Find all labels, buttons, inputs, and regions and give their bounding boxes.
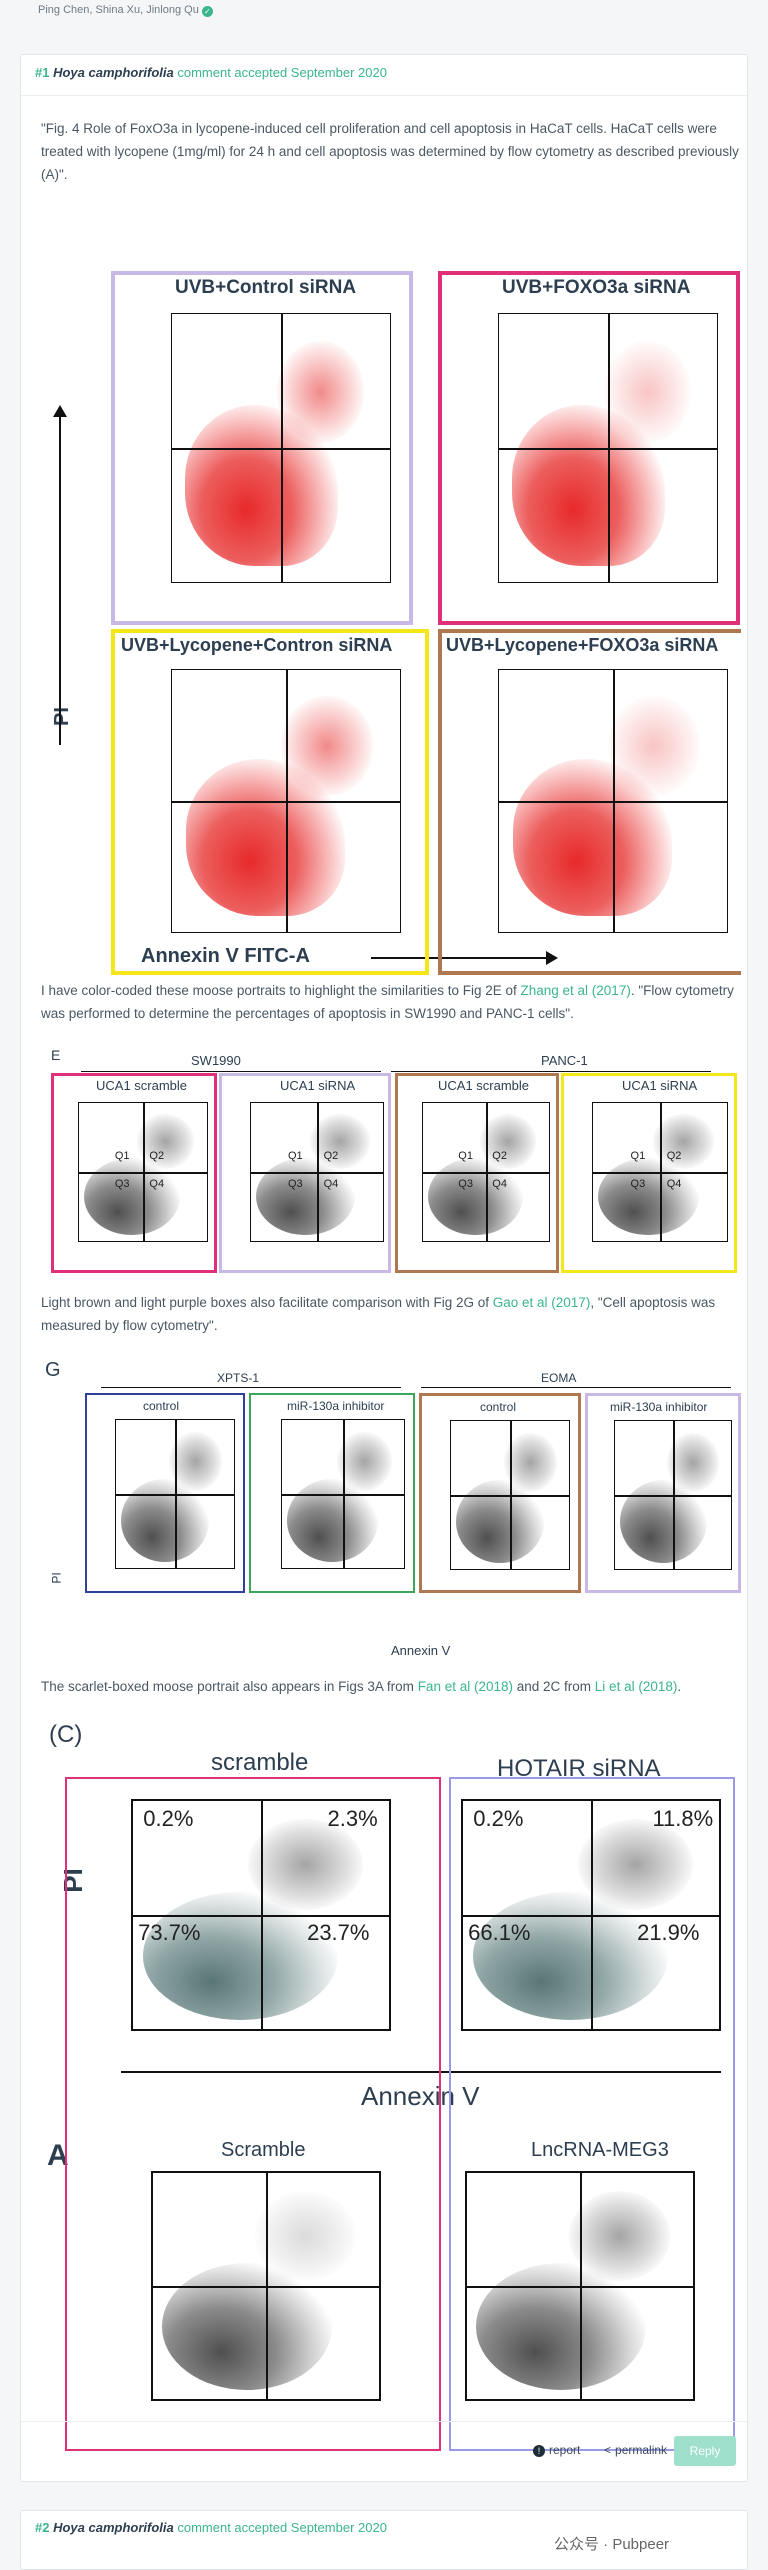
panel-box-green: miR-130a inhibitor (249, 1393, 415, 1593)
panel-title: scramble (211, 1749, 308, 1777)
share-icon: < (604, 2443, 611, 2457)
scatter-plot (498, 669, 728, 933)
divider (21, 95, 747, 96)
panel-box-lightpurple (449, 1777, 735, 2451)
scatter-plot: Q1 Q2 Q3 Q4 (78, 1102, 208, 1242)
panel-box-brown: UCA1 scramble Q1 Q2 Q3 Q4 (395, 1073, 559, 1273)
report-link[interactable]: ! report (533, 2443, 580, 2457)
group-line (421, 1387, 731, 1388)
panel-box-brown: UVB+Lycopene+FOXO3a siRNA (438, 629, 741, 975)
link-fan[interactable]: Fan et al (2018) (418, 1679, 513, 1694)
scatter-plot (281, 1419, 405, 1569)
panel-box-purple: UVB+Control siRNA (111, 271, 413, 625)
comment-meta[interactable]: comment accepted September 2020 (177, 65, 387, 80)
panel-title: control (143, 1399, 179, 1413)
authors-line: Ping Chen, Shina Xu, Jinlong Qu ✓ (38, 4, 213, 17)
comment-card: #1 Hoya camphorifolia comment accepted S… (20, 54, 748, 2482)
fig3-ylabel: PI (50, 1572, 64, 1583)
group-label: PANC-1 (541, 1053, 588, 1068)
group-line (81, 1071, 381, 1072)
panel-box-purple: miR-130a inhibitor (585, 1393, 741, 1593)
group-label: XPTS-1 (217, 1371, 259, 1385)
paragraph-quote-fig4: "Fig. 4 Role of FoxO3a in lycopene-induc… (41, 117, 741, 186)
scatter-plot (614, 1420, 732, 1570)
fig1-ylabel: PI (51, 707, 74, 726)
scatter-plot: Q1 Q2 Q3 Q4 (422, 1102, 550, 1242)
paragraph-zhang: I have color-coded these moose portraits… (41, 979, 741, 1025)
paragraph-fan-li: The scarlet-boxed moose portrait also ap… (41, 1675, 741, 1698)
group-line (391, 1071, 711, 1072)
fig1-y-arrow (59, 415, 61, 745)
panel-box-magenta: UVB+FOXO3a siRNA (438, 271, 740, 625)
scatter-plot: Q1 Q2 Q3 Q4 (592, 1102, 728, 1242)
scatter-plot: Q1 Q2 Q3 Q4 (250, 1102, 384, 1242)
authors: Ping Chen, Shina Xu, Jinlong Qu (38, 4, 199, 16)
fig3-letter: G (45, 1359, 61, 1382)
figure-lycopene-flow: PI Annexin V FITC-A UVB+Control siRNA UV… (41, 205, 741, 977)
comment-user[interactable]: Hoya camphorifolia (53, 2520, 174, 2535)
panel-title: UCA1 siRNA (280, 1078, 355, 1093)
verified-icon: ✓ (202, 6, 213, 17)
panel-title: UVB+Lycopene+Contron siRNA (121, 635, 392, 656)
link-li[interactable]: Li et al (2018) (595, 1679, 678, 1694)
watermark: 公众号 · Pubpeer (548, 2531, 675, 2556)
panel-title: UVB+FOXO3a siRNA (502, 277, 690, 299)
arrow-up-icon (53, 405, 67, 417)
permalink-link[interactable]: < permalink (604, 2443, 667, 2457)
comment-header: #2 Hoya camphorifolia comment accepted S… (35, 2520, 387, 2535)
figure-uca1-flow: E SW1990 PANC-1 UCA1 scramble Q1 Q2 Q3 Q4 U… (41, 1045, 741, 1277)
scatter-plot (171, 669, 401, 933)
panel-title: UVB+Control siRNA (175, 277, 356, 299)
alert-icon: ! (533, 2445, 545, 2457)
scatter-plot (498, 313, 718, 583)
scatter-plot (171, 313, 391, 583)
panel-title: control (480, 1400, 516, 1414)
link-gao[interactable]: Gao et al (2017) (493, 1295, 591, 1310)
panel-title: miR-130a inhibitor (610, 1400, 707, 1414)
fig4-letter-c: (C) (49, 1721, 82, 1749)
group-label: EOMA (541, 1371, 576, 1385)
panel-box-navy: control (85, 1393, 245, 1593)
group-line (101, 1387, 401, 1388)
group-label: SW1990 (191, 1053, 241, 1068)
scatter-plot (450, 1420, 570, 1570)
comment-number[interactable]: #1 (35, 65, 49, 80)
panel-title: UCA1 scramble (438, 1078, 529, 1093)
panel-title: UCA1 siRNA (622, 1078, 697, 1093)
comment-meta[interactable]: comment accepted September 2020 (177, 2520, 387, 2535)
figure-hotair-meg3-flow: (C) scramble HOTAIR siRNA PI Annexin V 0… (41, 1715, 741, 2455)
panel-box-brown: control (419, 1393, 581, 1593)
panel-title: UCA1 scramble (96, 1078, 187, 1093)
panel-box-yellow: UVB+Lycopene+Contron siRNA (111, 629, 429, 975)
panel-box-purple: UCA1 siRNA Q1 Q2 Q3 Q4 (219, 1073, 391, 1273)
fig2-letter: E (51, 1047, 60, 1063)
comment-header: #1 Hoya camphorifolia comment accepted S… (35, 65, 387, 80)
paragraph-gao: Light brown and light purple boxes also … (41, 1291, 741, 1337)
comment-user[interactable]: Hoya camphorifolia (53, 65, 174, 80)
scatter-plot (115, 1419, 235, 1569)
panel-box-scarlet (65, 1777, 441, 2451)
fig3-xlabel: Annexin V (391, 1643, 450, 1658)
comment-number[interactable]: #2 (35, 2520, 49, 2535)
link-zhang[interactable]: Zhang et al (2017) (521, 983, 631, 998)
divider (21, 2421, 747, 2422)
reply-button[interactable]: Reply (674, 2436, 736, 2466)
panel-title: miR-130a inhibitor (287, 1399, 384, 1413)
panel-box-yellow: UCA1 siRNA Q1 Q2 Q3 Q4 (561, 1073, 737, 1273)
figure-mir130a-flow: G XPTS-1 EOMA PI Annexin V control miR-1… (41, 1353, 741, 1663)
panel-title: UVB+Lycopene+FOXO3a siRNA (446, 635, 718, 656)
panel-box-magenta: UCA1 scramble Q1 Q2 Q3 Q4 (51, 1073, 217, 1273)
